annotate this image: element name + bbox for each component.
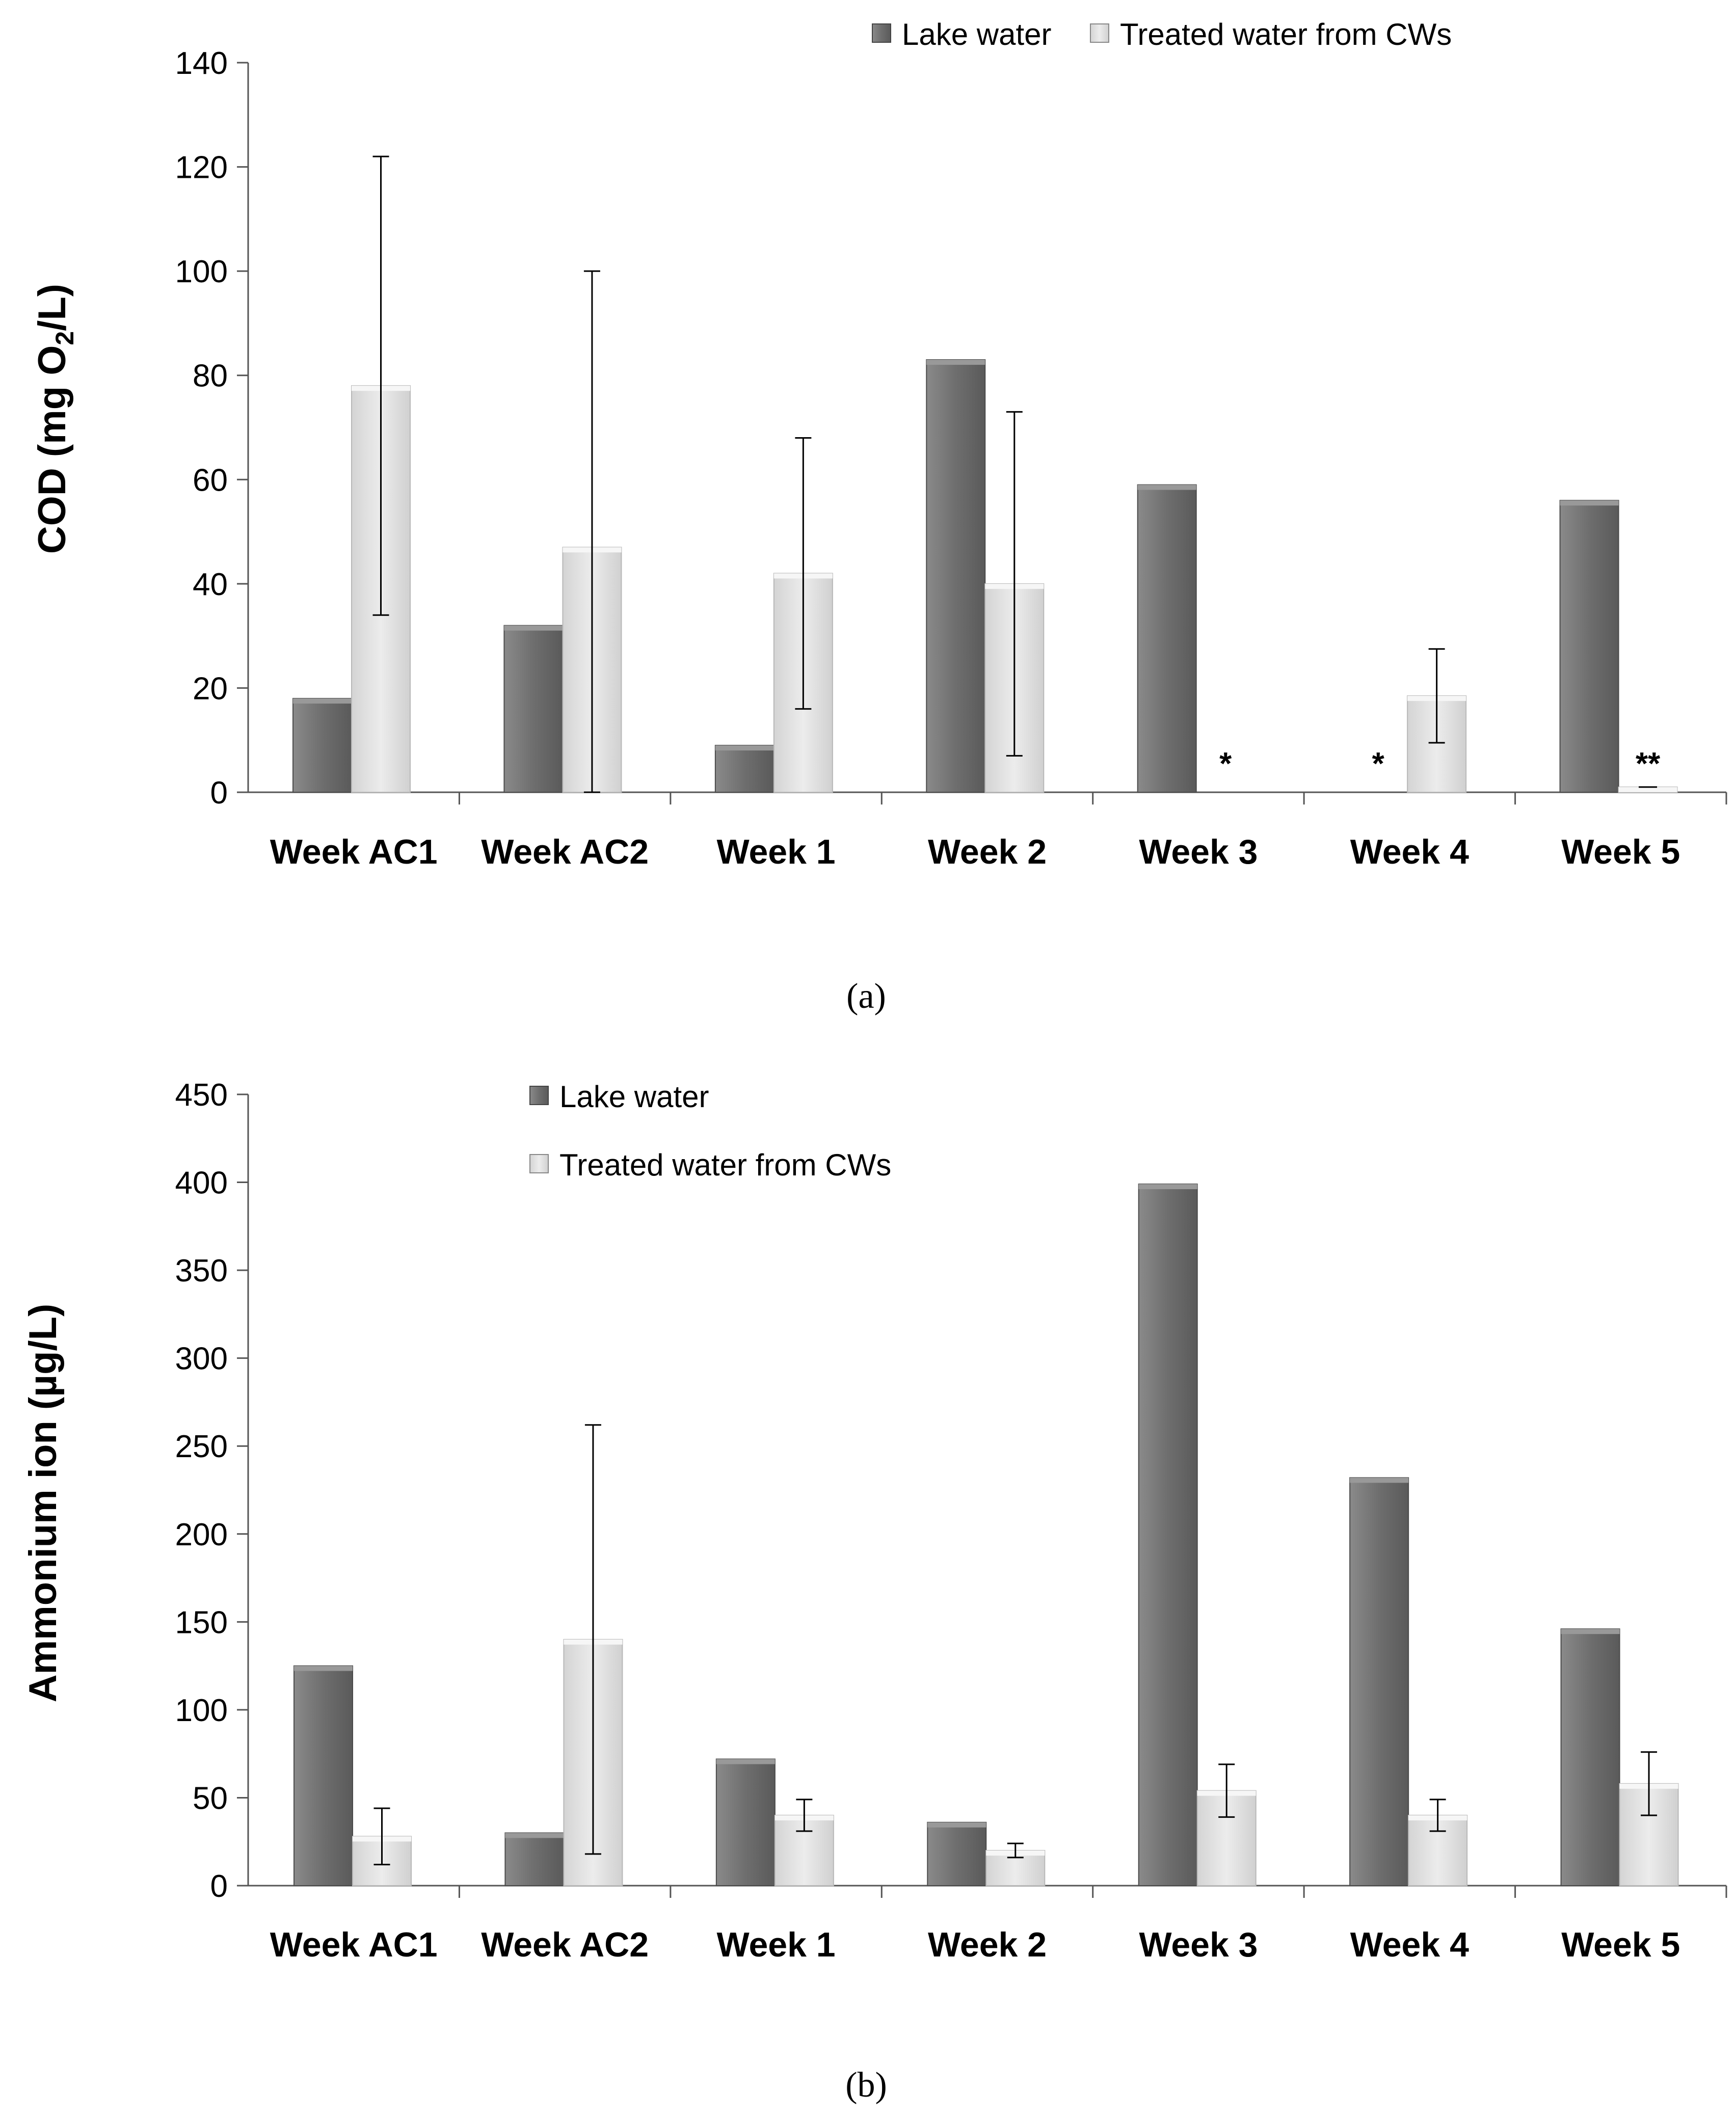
chart-a-bar-top-lake [504, 625, 563, 631]
chart-a-y-tick-label: 40 [193, 567, 228, 602]
chart-b-bar-lake [715, 1758, 776, 1887]
chart-b-y-tick-label: 50 [193, 1781, 228, 1816]
chart-a-legend-label-lake: Lake water [902, 17, 1052, 51]
chart-a-y-tick-label: 60 [193, 463, 228, 498]
chart-b-legend-label-lake: Lake water [559, 1080, 709, 1114]
chart-a-bar-top-lake [1137, 485, 1196, 490]
chart-a-x-tick-label: Week 3 [1139, 833, 1258, 871]
chart-a-y-tick-label: 80 [193, 359, 228, 394]
chart-a-y-tick-label: 100 [175, 254, 228, 289]
chart-b: Ammonium ion (µg/L) Lake water Treated w… [21, 1078, 1727, 2105]
chart-b-bar-lake [293, 1665, 353, 1886]
chart-b-y-tick-label: 450 [175, 1078, 228, 1113]
chart-b-bar-top-lake [1561, 1629, 1620, 1634]
chart-a-legend-swatch-lake [872, 23, 891, 43]
chart-b-bar-lake [1560, 1628, 1620, 1886]
chart-a-bar-lake [292, 698, 352, 793]
chart-b-y-tick-label: 100 [175, 1693, 228, 1728]
chart-b-bar-lake [1138, 1184, 1198, 1886]
chart-b-x-tick-label: Week AC1 [270, 1925, 438, 1964]
chart-b-y-tick-label: 200 [175, 1517, 228, 1552]
chart-a-x-tick-label: Week 1 [717, 833, 836, 871]
chart-a-y-tick-label: 140 [175, 46, 228, 81]
chart-a-bar-lake [1137, 484, 1197, 793]
chart-b-bar-top-lake [927, 1822, 986, 1828]
chart-b-y-tick-label: 400 [175, 1166, 228, 1201]
chart-a-legend: Lake water Treated water from CWs [872, 17, 1452, 51]
chart-a-bar-top-lake [1560, 500, 1619, 506]
chart-a-bar-lake [714, 744, 774, 793]
chart-b-bar-lake [1349, 1477, 1409, 1887]
chart-b-legend: Lake water Treated water from CWs [529, 1080, 891, 1182]
chart-b-y-tick-label: 300 [175, 1342, 228, 1377]
chart-b-x-tick-label: Week 1 [717, 1925, 836, 1964]
chart-a-legend-swatch-treated [1090, 23, 1109, 43]
chart-a-bar-lake [926, 359, 986, 793]
chart-b-x-tick-label: Week 4 [1350, 1925, 1469, 1964]
chart-a-y-tick-label: 0 [210, 775, 228, 811]
chart-a-bar-lake [1559, 500, 1619, 793]
chart-b-y-tick-label: 350 [175, 1253, 228, 1289]
chart-b-bar-top-lake [716, 1759, 775, 1764]
chart-b-bar-lake [504, 1832, 565, 1886]
chart-a-x-tick-label: Week 2 [928, 833, 1047, 871]
chart-a-x-tick-label: Week AC2 [481, 833, 649, 871]
chart-a-y-tick-label: 20 [193, 671, 228, 706]
chart-b-y-tick-label: 0 [210, 1869, 228, 1904]
chart-a-y-axis-label: COD (mg O2/L) [31, 284, 79, 554]
chart-b-legend-label-treated: Treated water from CWs [559, 1148, 891, 1182]
chart-a-legend-label-treated: Treated water from CWs [1120, 17, 1452, 51]
chart-b-bar-top-lake [1138, 1184, 1197, 1190]
chart-a-bar-top-lake [293, 698, 352, 704]
chart-b-y-axis-label: Ammonium ion (µg/L) [21, 1304, 65, 1703]
chart-b-bar-top-lake [1350, 1478, 1409, 1483]
chart-a-x-tick-label: Week AC1 [270, 833, 438, 871]
chart-a-asterisk-marker: * [1219, 746, 1232, 782]
chart-b-y-tick-label: 150 [175, 1605, 228, 1640]
chart-b-x-tick-label: Week 2 [928, 1925, 1047, 1964]
chart-a-x-tick-label: Week 4 [1350, 833, 1469, 871]
chart-b-bar-top-lake [505, 1833, 564, 1838]
chart-a: COD (mg O2/L) Lake water Treated water f… [31, 17, 1727, 1016]
chart-b-legend-swatch-treated [529, 1154, 549, 1173]
chart-b-legend-swatch-lake [529, 1086, 549, 1105]
chart-b-x-tick-label: Week AC2 [481, 1925, 649, 1964]
chart-a-bar-top-treated [1618, 787, 1677, 792]
chart-b-caption: (b) [845, 2066, 887, 2105]
chart-a-asterisk-marker: ** [1636, 746, 1661, 782]
chart-a-x-tick-label: Week 5 [1561, 833, 1680, 871]
chart-a-asterisk-marker: * [1372, 746, 1385, 782]
chart-b-bar-top-lake [294, 1666, 353, 1671]
chart-a-caption: (a) [846, 977, 886, 1016]
chart-a-bar-top-lake [926, 360, 985, 365]
chart-b-x-tick-label: Week 5 [1561, 1925, 1680, 1964]
chart-b-x-tick-label: Week 3 [1139, 1925, 1258, 1964]
chart-b-y-tick-label: 250 [175, 1429, 228, 1464]
chart-a-bar-lake [503, 625, 564, 793]
chart-b-bar-lake [927, 1821, 987, 1887]
chart-a-y-tick-label: 120 [175, 150, 228, 185]
chart-a-bar-top-lake [715, 745, 774, 750]
